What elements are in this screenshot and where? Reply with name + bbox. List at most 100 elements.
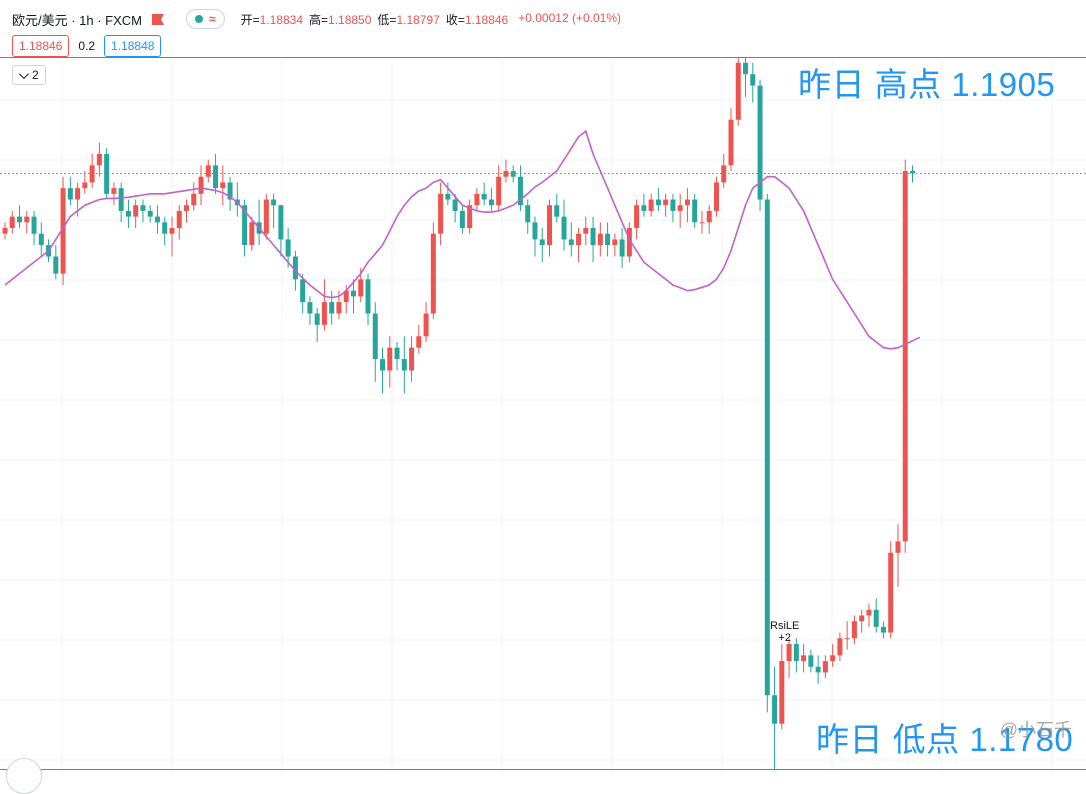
candle	[517, 165, 523, 211]
candle	[213, 153, 219, 194]
candle	[17, 205, 23, 229]
candle-body	[655, 199, 661, 206]
candle	[772, 666, 778, 770]
candle-body	[851, 621, 857, 639]
candle	[503, 159, 509, 183]
candle-body	[895, 541, 901, 553]
candle	[583, 216, 589, 246]
candle-body	[488, 199, 494, 206]
chart-area[interactable]	[0, 0, 1086, 775]
candle-body	[779, 661, 785, 724]
candle	[191, 182, 197, 211]
indicators-collapse-button[interactable]: 2	[12, 65, 46, 85]
candle	[9, 210, 15, 234]
candle-body	[793, 643, 799, 662]
candle-body	[53, 256, 59, 274]
wave-icon: ≈	[209, 12, 216, 26]
candle-body	[713, 182, 719, 211]
candle	[612, 233, 618, 257]
indicator-visibility-toggle[interactable]: ≈	[186, 9, 225, 29]
candle	[779, 643, 785, 730]
candle-body	[89, 165, 95, 183]
moving-average-line	[4, 129, 921, 350]
high-label: 高=	[309, 12, 329, 27]
candle-body	[82, 182, 88, 189]
candle	[844, 621, 850, 650]
candle	[220, 165, 226, 206]
candle	[365, 273, 371, 325]
candle	[873, 598, 879, 633]
candlestick-chart[interactable]	[0, 0, 1086, 775]
candle-body	[568, 239, 574, 246]
candle-body	[227, 182, 233, 200]
candle	[409, 336, 415, 382]
chart-corner-control[interactable]	[6, 758, 42, 794]
indicator-count: 2	[32, 68, 39, 82]
market-closed-flag-icon[interactable]	[152, 13, 165, 25]
candle-body	[423, 313, 429, 337]
candle-body	[474, 193, 480, 206]
candle-body	[684, 199, 690, 206]
candle-body	[612, 239, 618, 246]
signal-qty: +2	[778, 632, 791, 644]
candle	[53, 245, 59, 280]
candle	[830, 643, 836, 667]
candle-body	[554, 205, 560, 217]
candle	[329, 290, 335, 325]
candle	[452, 193, 458, 223]
candle-body	[539, 239, 545, 246]
candle-body	[801, 655, 807, 662]
candle-body	[866, 609, 872, 616]
candle-body	[880, 626, 886, 633]
high-level-annotation[interactable]: 昨日 高点 1.1905	[798, 66, 1056, 103]
candle	[822, 655, 828, 679]
candle-body	[67, 188, 73, 200]
candle	[786, 638, 792, 679]
candle-body	[619, 239, 625, 257]
candle	[539, 228, 545, 263]
candle-body	[2, 228, 8, 234]
candle	[459, 205, 465, 234]
candle	[133, 199, 139, 229]
candle-body	[162, 222, 168, 234]
candle	[576, 228, 582, 263]
candle	[743, 57, 749, 97]
candle	[96, 142, 102, 177]
low-level-annotation[interactable]: 昨日 低点 1.1780	[816, 721, 1074, 758]
horizontal-levels	[0, 57, 1086, 770]
candle-body	[307, 302, 313, 314]
candle	[888, 541, 894, 639]
candle	[474, 188, 480, 211]
candle	[699, 210, 705, 234]
watermark-text: @小石千	[999, 720, 1072, 740]
candle-body	[597, 233, 603, 246]
low-label: 低=	[377, 12, 397, 27]
candle	[147, 205, 153, 223]
sell-button[interactable]: 1.18846	[12, 35, 70, 57]
candle-body	[365, 279, 371, 314]
candle-body	[481, 193, 487, 200]
candle-body	[409, 347, 415, 371]
candle-body	[198, 176, 204, 194]
symbol-title[interactable]: 欧元/美元 · 1h · FXCM	[12, 12, 143, 28]
candle	[125, 199, 131, 229]
candle-body	[133, 205, 139, 217]
candle	[481, 182, 487, 206]
candle	[38, 222, 44, 257]
candle	[692, 193, 698, 229]
candle-body	[336, 302, 342, 314]
candle	[314, 307, 320, 342]
candle	[372, 302, 378, 382]
candle-body	[496, 176, 502, 206]
low-value: 1.18797	[396, 12, 440, 27]
candle	[430, 222, 436, 320]
buy-button[interactable]: 1.18848	[104, 35, 162, 57]
candle-body	[452, 199, 458, 211]
candle	[554, 193, 560, 223]
candle-body	[24, 216, 30, 223]
candle-body	[75, 188, 81, 200]
candle-body	[808, 655, 814, 667]
candle-body	[641, 205, 647, 211]
candle	[118, 182, 124, 223]
candle-body	[576, 233, 582, 246]
